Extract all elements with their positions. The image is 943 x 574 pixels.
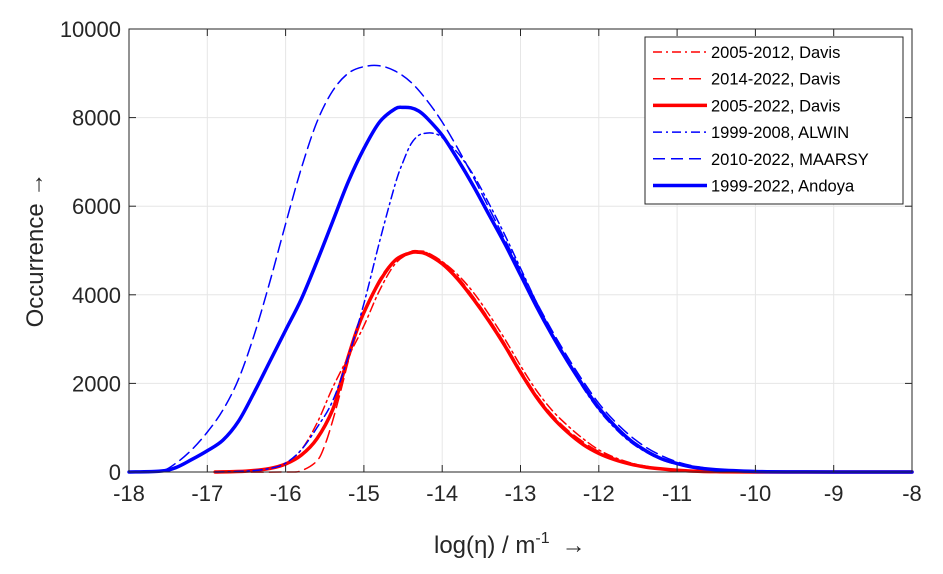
- legend-label-6: 1999-2022, Andoya: [711, 178, 855, 196]
- x-tick-label: -13: [505, 481, 537, 506]
- x-tick-label: -12: [583, 481, 615, 506]
- series-line-5: [128, 64, 913, 473]
- x-tick-label: -11: [662, 481, 692, 506]
- series-lines: [127, 64, 914, 474]
- axis-ticks: -18 -17 -16 -15 -14 -13 -12 -11 -10 -9 -8 0 2000 4000…: [60, 17, 922, 506]
- x-tick-label: -14: [426, 481, 458, 506]
- y-tick-label: 0: [109, 460, 121, 485]
- x-tick-label: -8: [902, 481, 922, 506]
- x-axis-title: log(η) / m-1 →: [434, 530, 586, 559]
- legend-label-1: 2005-2012, Davis: [711, 44, 840, 62]
- legend-label-2: 2014-2022, Davis: [711, 71, 840, 89]
- legend-label-3: 2005-2022, Davis: [711, 97, 840, 115]
- legend-label-5: 2010-2022, MAARSY: [711, 151, 869, 169]
- x-axis-title-exponent: -1: [535, 530, 549, 547]
- x-tick-label: -16: [270, 481, 302, 506]
- x-axis-title-arrow: →: [562, 532, 586, 559]
- x-tick-label: -9: [824, 481, 844, 506]
- series-line-3: [213, 250, 914, 474]
- x-tick-label: -18: [113, 481, 145, 506]
- y-tick-label: 8000: [72, 106, 121, 131]
- x-axis-title-main: log(η) / m: [434, 532, 535, 559]
- series-line-1: [214, 250, 913, 473]
- y-axis-title: Occurrence →: [22, 173, 49, 328]
- legend-box: [644, 36, 904, 205]
- legend-label-4: 1999-2008, ALWIN: [711, 124, 849, 142]
- x-tick-label: -17: [191, 481, 223, 506]
- series-line-6: [127, 105, 914, 474]
- y-tick-label: 4000: [72, 283, 121, 308]
- y-tick-label: 6000: [72, 194, 121, 219]
- x-tick-label: -10: [740, 481, 772, 506]
- y-tick-label: 10000: [60, 17, 121, 42]
- x-tick-label: -15: [348, 481, 380, 506]
- legend: 2005-2012, Davis 2014-2022, Davis 2005-202…: [644, 36, 904, 205]
- y-tick-label: 2000: [72, 371, 121, 396]
